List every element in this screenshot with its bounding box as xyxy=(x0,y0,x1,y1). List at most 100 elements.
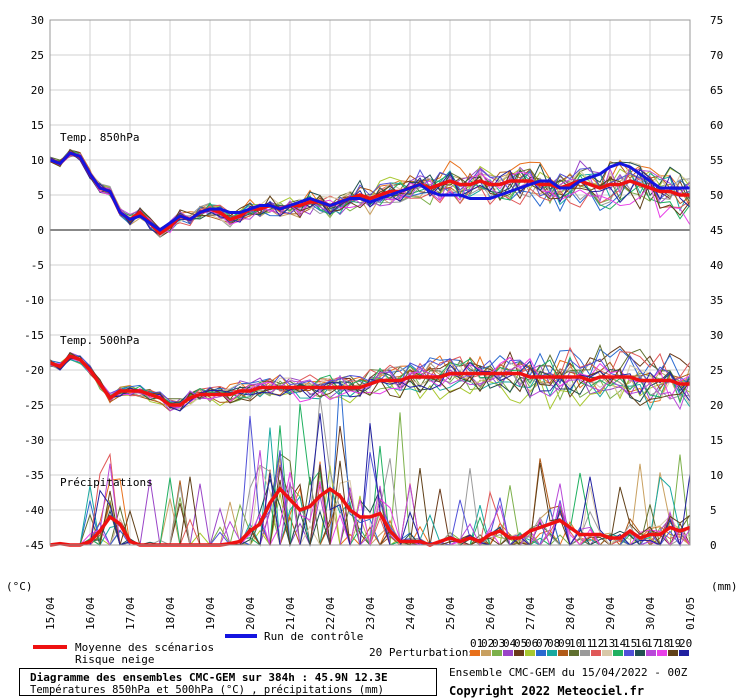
right-tick-label: 40 xyxy=(710,259,723,272)
left-tick-label: 30 xyxy=(31,14,44,27)
member-swatch xyxy=(602,650,612,656)
chart-title: Diagramme des ensembles CMC-GEM sur 384h… xyxy=(30,671,388,684)
date-label: 16/04 xyxy=(84,597,97,630)
left-tick-label: -35 xyxy=(24,469,44,482)
member-swatch xyxy=(481,650,491,656)
left-tick-label: -15 xyxy=(24,329,44,342)
left-tick-label: -30 xyxy=(24,434,44,447)
copyright: Copyright 2022 Meteociel.fr xyxy=(449,684,645,698)
date-label: 22/04 xyxy=(324,597,337,630)
perturbation-line-t500 xyxy=(49,352,691,412)
date-label: 18/04 xyxy=(164,597,177,630)
date-label: 19/04 xyxy=(204,597,217,630)
label-t850: Temp. 850hPa xyxy=(60,131,139,144)
member-label: 12 xyxy=(591,637,604,650)
chart-subtitle: Températures 850hPa et 500hPa (°C) , pré… xyxy=(30,684,385,696)
right-tick-label: 10 xyxy=(710,469,723,482)
member-swatch xyxy=(492,650,502,656)
right-tick-label: 55 xyxy=(710,154,723,167)
left-tick-label: 5 xyxy=(37,189,44,202)
mean-line-t850 xyxy=(49,150,690,236)
ensemble-info: Ensemble CMC-GEM du 15/04/2022 - 00Z xyxy=(449,666,688,679)
member-swatch xyxy=(558,650,568,656)
left-tick-label: -5 xyxy=(31,259,44,272)
member-swatch xyxy=(536,650,546,656)
right-tick-label: 25 xyxy=(710,364,723,377)
member-label: 15 xyxy=(624,637,637,650)
legend-snow-label: Risque neige xyxy=(75,653,154,666)
member-swatch xyxy=(503,650,513,656)
member-swatch xyxy=(657,650,667,656)
left-tick-label: -25 xyxy=(24,399,44,412)
member-swatch xyxy=(668,650,678,656)
right-tick-label: 75 xyxy=(710,14,723,27)
member-swatch xyxy=(470,650,480,656)
member-label: 08 xyxy=(547,637,560,650)
date-label: 28/04 xyxy=(564,597,577,630)
right-tick-label: 70 xyxy=(710,49,723,62)
member-label: 04 xyxy=(503,637,517,650)
right-tick-label: 35 xyxy=(710,294,723,307)
member-swatch xyxy=(580,650,590,656)
right-tick-label: 15 xyxy=(710,434,723,447)
date-label: 26/04 xyxy=(484,597,497,630)
right-tick-label: 45 xyxy=(710,224,723,237)
member-label: 07 xyxy=(536,637,549,650)
perturbation-line-t500 xyxy=(49,358,691,412)
left-tick-label: 15 xyxy=(31,119,44,132)
legend-control-label: Run de contrôle xyxy=(264,630,363,643)
chart-title-box: Diagramme des ensembles CMC-GEM sur 384h… xyxy=(19,668,437,696)
left-tick-label: 20 xyxy=(31,84,44,97)
member-label: 20 xyxy=(679,637,692,650)
member-swatch xyxy=(646,650,656,656)
member-label: 19 xyxy=(668,637,681,650)
legend: Moyenne des scénarios Risque neige Run d… xyxy=(33,630,692,666)
date-label: 20/04 xyxy=(244,597,257,630)
date-label: 30/04 xyxy=(644,597,657,630)
member-label: 17 xyxy=(646,637,659,650)
left-tick-label: -40 xyxy=(24,504,44,517)
date-label: 01/05 xyxy=(684,597,697,630)
left-tick-label: 25 xyxy=(31,49,44,62)
left-tick-label: -20 xyxy=(24,364,44,377)
legend-perturbations-label: 20 Perturbations xyxy=(369,646,475,659)
date-label: 21/04 xyxy=(284,597,297,630)
left-tick-label: 0 xyxy=(37,224,44,237)
member-swatch xyxy=(514,650,524,656)
member-label: 06 xyxy=(525,637,538,650)
right-tick-label: 30 xyxy=(710,329,723,342)
member-label: 09 xyxy=(558,637,571,650)
member-swatch xyxy=(613,650,623,656)
right-tick-label: 0 xyxy=(710,539,717,552)
label-t500: Temp. 500hPa xyxy=(60,334,139,347)
member-label: 05 xyxy=(514,637,527,650)
member-label: 01 xyxy=(470,637,483,650)
date-label: 15/04 xyxy=(44,597,57,630)
member-label: 14 xyxy=(613,637,627,650)
mean-line-t500 xyxy=(49,353,690,407)
plot-frame xyxy=(49,19,691,546)
member-swatch xyxy=(679,650,689,656)
member-label: 11 xyxy=(580,637,593,650)
label-precip: Précipitations xyxy=(60,476,153,489)
left-tick-label: -45 xyxy=(24,539,44,552)
member-label: 02 xyxy=(481,637,494,650)
date-label: 23/04 xyxy=(364,597,377,630)
member-label: 03 xyxy=(492,637,505,650)
perturbation-line-t500 xyxy=(49,354,691,404)
right-tick-label: 50 xyxy=(710,189,723,202)
right-tick-label: 65 xyxy=(710,84,723,97)
right-tick-label: 60 xyxy=(710,119,723,132)
member-label: 16 xyxy=(635,637,648,650)
member-label: 10 xyxy=(569,637,582,650)
date-label: 29/04 xyxy=(604,597,617,630)
left-tick-label: 10 xyxy=(31,154,44,167)
date-label: 17/04 xyxy=(124,597,137,630)
left-tick-label: -10 xyxy=(24,294,44,307)
member-swatch xyxy=(547,650,557,656)
member-swatch xyxy=(525,650,535,656)
left-unit-label: (°C) xyxy=(6,580,33,593)
